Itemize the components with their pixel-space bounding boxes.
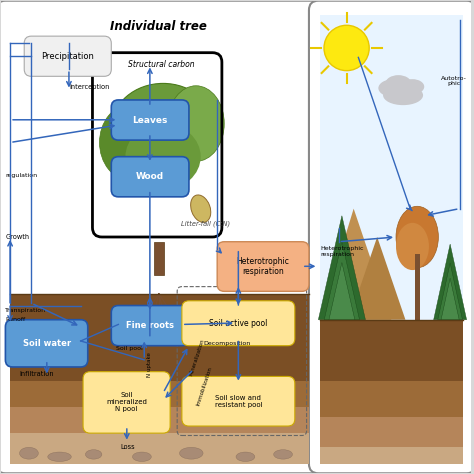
Text: Individual tree: Individual tree	[110, 20, 207, 33]
Ellipse shape	[396, 223, 429, 270]
Polygon shape	[441, 278, 459, 319]
Text: Growth: Growth	[5, 234, 29, 240]
Ellipse shape	[180, 447, 203, 459]
Polygon shape	[320, 209, 392, 319]
Text: Heterotrophic
respiration: Heterotrophic respiration	[237, 257, 290, 276]
Text: regulation: regulation	[5, 173, 37, 178]
Polygon shape	[324, 242, 360, 319]
Ellipse shape	[396, 206, 438, 268]
Text: Soil active pool: Soil active pool	[209, 319, 267, 328]
Text: Loss: Loss	[120, 444, 135, 450]
FancyBboxPatch shape	[182, 301, 295, 346]
Bar	[154, 242, 164, 275]
Text: Fine roots: Fine roots	[126, 321, 174, 330]
FancyBboxPatch shape	[309, 0, 474, 474]
Text: Runoff: Runoff	[5, 317, 26, 322]
Polygon shape	[434, 244, 466, 319]
Ellipse shape	[85, 450, 102, 459]
Text: Immobilization: Immobilization	[196, 365, 213, 406]
Ellipse shape	[48, 452, 71, 462]
FancyBboxPatch shape	[83, 372, 170, 433]
Ellipse shape	[100, 105, 161, 180]
Bar	[320, 447, 463, 464]
Ellipse shape	[273, 450, 292, 459]
Text: Autotro-
phic: Autotro- phic	[441, 76, 466, 86]
Text: Leaves: Leaves	[132, 116, 168, 125]
Text: Soil slow and
resistant pool: Soil slow and resistant pool	[215, 395, 262, 408]
FancyBboxPatch shape	[111, 100, 189, 140]
Text: Heterotrophic
respiration: Heterotrophic respiration	[321, 246, 364, 256]
Bar	[415, 254, 420, 319]
Polygon shape	[329, 263, 355, 319]
FancyBboxPatch shape	[111, 156, 189, 197]
Ellipse shape	[111, 83, 215, 173]
Bar	[10, 294, 309, 381]
Text: Infiltration: Infiltration	[19, 371, 54, 377]
Bar	[320, 15, 463, 319]
Text: Precipitation: Precipitation	[41, 52, 94, 61]
Bar	[10, 381, 309, 407]
Ellipse shape	[401, 79, 424, 94]
Text: Soil water: Soil water	[23, 339, 71, 348]
FancyBboxPatch shape	[0, 0, 323, 474]
FancyBboxPatch shape	[24, 36, 111, 76]
Ellipse shape	[383, 85, 423, 105]
FancyBboxPatch shape	[5, 319, 88, 367]
FancyBboxPatch shape	[182, 376, 295, 426]
Text: Interception: Interception	[69, 84, 109, 90]
Ellipse shape	[378, 79, 409, 97]
Bar	[320, 381, 463, 417]
Ellipse shape	[236, 452, 255, 462]
Text: Soil
mineralized
N pool: Soil mineralized N pool	[106, 392, 147, 412]
Text: Structural carbon: Structural carbon	[128, 60, 194, 69]
Text: N uptake: N uptake	[146, 352, 152, 377]
Text: Transpiration: Transpiration	[5, 308, 46, 313]
Bar	[320, 319, 463, 381]
Polygon shape	[438, 263, 463, 319]
FancyBboxPatch shape	[217, 242, 309, 292]
Polygon shape	[349, 237, 405, 319]
Ellipse shape	[132, 452, 151, 462]
Text: Litter-fall (C:N): Litter-fall (C:N)	[181, 220, 230, 227]
Bar	[10, 433, 309, 464]
Ellipse shape	[168, 86, 224, 161]
Ellipse shape	[126, 124, 201, 190]
Ellipse shape	[19, 447, 38, 459]
Bar	[10, 407, 309, 433]
Text: Mineralization: Mineralization	[189, 338, 206, 377]
Text: Wood: Wood	[136, 172, 164, 181]
Ellipse shape	[191, 195, 211, 222]
Text: Soil pool: Soil pool	[116, 346, 143, 351]
Ellipse shape	[385, 75, 411, 91]
Polygon shape	[319, 216, 365, 319]
Bar	[320, 417, 463, 447]
Circle shape	[324, 25, 369, 71]
FancyBboxPatch shape	[111, 306, 189, 346]
Text: Decomposition: Decomposition	[203, 341, 250, 346]
